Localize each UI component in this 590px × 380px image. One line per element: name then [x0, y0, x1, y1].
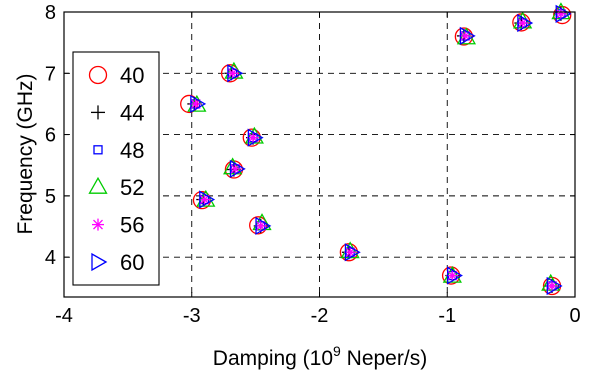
data-point	[190, 94, 207, 114]
data-point	[459, 26, 476, 46]
legend-label: 56	[120, 213, 144, 238]
legend-marker	[91, 252, 108, 272]
x-tick-label: -4	[55, 305, 73, 327]
data-point	[446, 266, 463, 285]
y-axis-label: Frequency (GHz)	[14, 73, 37, 234]
data-layer	[180, 2, 572, 296]
legend-box	[72, 51, 160, 286]
data-point	[546, 276, 563, 296]
y-tick-label: 4	[45, 247, 56, 269]
series-40	[180, 5, 572, 296]
y-tick-label: 7	[45, 63, 56, 85]
legend-marker	[92, 218, 104, 231]
legend-entry: 52	[88, 175, 144, 200]
legend-marker	[93, 145, 103, 155]
legend-marker	[88, 176, 108, 194]
data-point	[196, 189, 216, 207]
legend-marker	[91, 105, 105, 120]
x-axis-label-exponent: 9	[333, 343, 341, 359]
legend: 40 44 48 52 56 60	[72, 51, 160, 286]
y-tick-label: 5	[45, 186, 56, 208]
data-point	[247, 128, 264, 147]
legend-entry: 40	[88, 63, 144, 88]
x-tick-label: -3	[183, 305, 201, 327]
legend-entry: 60	[91, 250, 144, 275]
y-tick-label: 8	[45, 2, 56, 24]
legend-label: 60	[120, 250, 144, 275]
data-point	[227, 64, 244, 83]
data-point	[199, 190, 216, 209]
x-axis-label-suffix: Neper/s)	[341, 347, 427, 370]
x-axis-label-main: Damping (10	[213, 347, 333, 370]
x-axis-label: Damping (109 Neper/s)	[213, 343, 427, 370]
data-point	[229, 159, 246, 179]
data-point	[555, 4, 572, 23]
data-point	[517, 13, 534, 33]
data-point	[223, 157, 243, 175]
y-tick-label: 6	[45, 125, 56, 147]
legend-marker	[88, 65, 108, 85]
legend-entry: 44	[91, 100, 144, 125]
legend-label: 44	[120, 100, 144, 125]
data-point	[255, 216, 272, 236]
legend-entry: 56	[92, 213, 144, 238]
series-52	[187, 2, 571, 291]
series-56	[189, 7, 567, 292]
legend-label: 40	[120, 63, 144, 88]
legend-label: 48	[120, 138, 144, 163]
data-point	[344, 243, 361, 262]
series-60	[190, 4, 572, 296]
series-48	[190, 9, 566, 291]
x-tick-label: -1	[438, 305, 456, 327]
x-tick-label: -2	[311, 305, 329, 327]
series-44	[187, 6, 568, 293]
data-point	[252, 213, 272, 231]
data-point	[441, 266, 461, 285]
grid-layer	[64, 12, 575, 297]
legend-label: 52	[120, 175, 144, 200]
legend-entry: 48	[93, 138, 144, 163]
x-tick-label: 0	[569, 305, 580, 327]
